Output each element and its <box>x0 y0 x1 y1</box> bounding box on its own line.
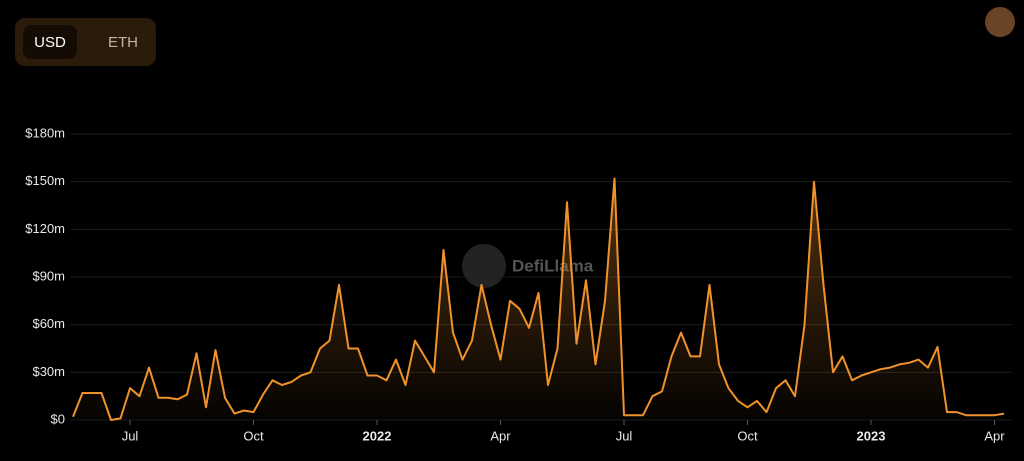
x-tick-label: Apr <box>984 428 1005 443</box>
y-tick-label: $0 <box>51 411 65 426</box>
y-tick-label: $180m <box>25 125 65 140</box>
x-tick-label: Jul <box>616 428 633 443</box>
x-tick-label: Oct <box>243 428 264 443</box>
y-tick-label: $120m <box>25 221 65 236</box>
y-tick-label: $150m <box>25 173 65 188</box>
line <box>72 177 1005 421</box>
x-tick-label: Apr <box>490 428 511 443</box>
toggle-option[interactable]: ETH <box>108 34 138 51</box>
active-option[interactable] <box>23 25 77 59</box>
x-tick-label: Jul <box>122 428 139 443</box>
x-tick-label: Oct <box>737 428 758 443</box>
watermark: DefiLlama <box>512 256 594 275</box>
y-tick-label: $30m <box>32 364 65 379</box>
x-tick-label: 2022 <box>363 428 392 443</box>
y-tick-label: $60m <box>32 316 65 331</box>
avatar-icon[interactable] <box>985 7 1015 37</box>
toggle-option[interactable]: USD <box>34 34 66 51</box>
y-tick-label: $90m <box>32 268 65 283</box>
x-tick-label: 2023 <box>857 428 886 443</box>
watermark-logo <box>462 244 506 288</box>
